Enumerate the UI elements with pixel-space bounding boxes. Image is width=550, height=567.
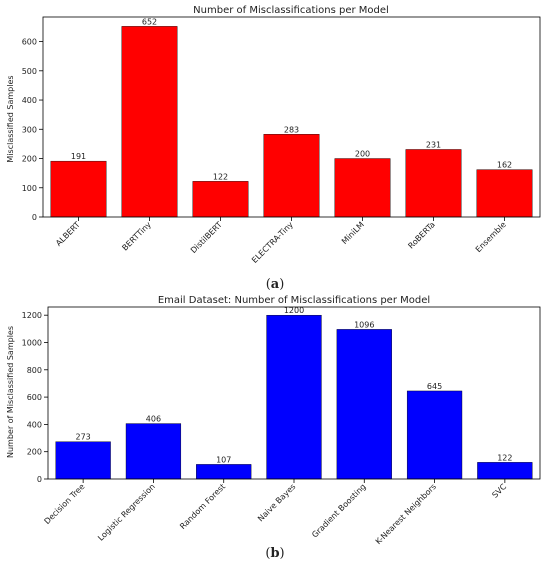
chart-a-bars [50, 26, 533, 218]
chart-b-y-ticks: 0 200 400 600 800 1000 1200 [22, 311, 48, 484]
chart-a-y-axis-label: Misclassified Samples [6, 75, 15, 162]
chart-a-data-labels: 191 652 122 283 200 231 162 [71, 17, 512, 181]
b-x-tick-label: Gradient Boosting [310, 482, 368, 540]
b-y-tick-label: 600 [27, 393, 42, 402]
chart-b-caption: (b) [265, 546, 284, 561]
b-x-tick-label: Logistic Regression [96, 482, 157, 543]
b-bar-svc [477, 462, 533, 480]
b-bar-decision-tree [55, 441, 111, 480]
a-data-label: 652 [142, 17, 157, 26]
a-x-tick-label: RoBERTa [406, 220, 437, 251]
chart-a-y-ticks: 0 100 200 300 400 500 600 [22, 38, 43, 222]
a-data-label: 231 [426, 140, 441, 149]
a-data-label: 191 [71, 152, 86, 161]
a-bar-albert [50, 160, 107, 218]
a-data-label: 283 [284, 125, 299, 134]
chart-a-caption: (a) [266, 277, 285, 292]
b-bar-naive-bayes [266, 314, 322, 480]
a-x-tick-label: DistilBERT [189, 220, 224, 255]
b-data-label: 406 [146, 415, 161, 424]
a-bar-distilbert [192, 181, 249, 218]
b-bar-k-nearest-neighbors [406, 390, 463, 480]
a-x-tick-label: Ensemble [474, 220, 508, 254]
b-y-tick-label: 200 [27, 448, 42, 457]
b-bar-gradient-boosting [336, 329, 392, 480]
a-y-tick-label: 100 [22, 184, 37, 193]
b-y-tick-label: 1000 [22, 338, 42, 347]
chart-b-x-ticks: Decision Tree Logistic Regression Random F… [43, 479, 509, 546]
a-y-tick-label: 600 [22, 38, 37, 47]
chart-a-plot-frame [42, 16, 541, 218]
b-data-label: 107 [216, 455, 231, 464]
chart-b-data-labels: 273 406 107 1200 1096 645 122 [76, 306, 513, 464]
a-y-tick-label: 0 [32, 213, 37, 222]
b-y-tick-label: 0 [37, 475, 42, 484]
chart-b-plot-frame [47, 306, 541, 480]
b-data-label: 122 [497, 453, 512, 462]
a-y-tick-label: 500 [22, 67, 37, 76]
a-y-tick-label: 300 [22, 125, 37, 134]
b-x-tick-label: Decision Tree [43, 482, 87, 526]
b-bar-random-forest [196, 464, 252, 480]
chart-b-bars [55, 314, 533, 480]
a-y-tick-label: 400 [22, 96, 37, 105]
a-bar-roberta [405, 149, 462, 218]
b-data-label: 1200 [284, 306, 304, 315]
chart-b-title: Email Dataset: Number of Misclassificati… [158, 295, 430, 306]
b-x-tick-label: SVC [490, 482, 508, 500]
a-y-tick-label: 200 [22, 155, 37, 164]
a-data-label: 122 [213, 172, 228, 181]
chart-b-y-axis-label: Number of Misclassified Samples [6, 326, 15, 458]
a-bar-ensemble [476, 169, 533, 218]
a-bar-minilm [334, 158, 391, 218]
a-bar-electra-tiny [263, 134, 320, 218]
b-x-tick-label: K-Nearest Neighbors [374, 482, 438, 546]
a-x-tick-label: ELECTRA-Tiny [250, 220, 295, 265]
chart-a: Number of Misclassifications per Model M… [6, 5, 541, 265]
a-x-tick-label: MiniLM [340, 220, 366, 246]
a-bar-berttiny [121, 26, 178, 218]
b-x-tick-label: Random Forest [178, 482, 227, 531]
a-data-label: 162 [497, 161, 512, 170]
b-data-label: 1096 [354, 320, 374, 329]
chart-a-title: Number of Misclassifications per Model [193, 5, 389, 16]
b-data-label: 273 [76, 433, 91, 442]
b-y-tick-label: 800 [27, 366, 42, 375]
b-bar-logistic-regression [125, 423, 182, 480]
chart-b: Email Dataset: Number of Misclassificati… [6, 295, 541, 546]
a-x-tick-label: BERTTiny [120, 220, 153, 253]
b-y-tick-label: 400 [27, 420, 42, 429]
b-data-label: 645 [427, 382, 442, 391]
a-x-tick-label: ALBERT [54, 220, 82, 248]
chart-a-x-ticks: ALBERT BERTTiny DistilBERT ELECTRA-Tiny Mini… [54, 217, 508, 265]
a-data-label: 200 [355, 150, 370, 159]
b-x-tick-label: Naive Bayes [256, 482, 297, 523]
b-y-tick-label: 1200 [22, 311, 42, 320]
